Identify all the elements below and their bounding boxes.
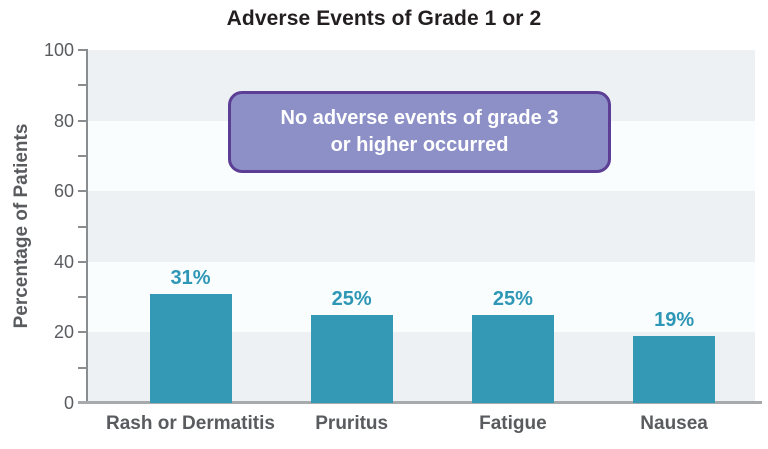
y-tick: [78, 296, 88, 299]
bar-value-label: 19%: [654, 308, 695, 331]
y-tick-label: 0: [63, 393, 74, 413]
y-tick: [78, 49, 88, 51]
y-tick-label: 20: [53, 322, 74, 343]
background-band: [88, 191, 755, 262]
y-tick-label: 100: [43, 40, 74, 60]
y-tick: [78, 366, 88, 369]
bar-value-label: 31%: [170, 266, 211, 289]
bar: [471, 314, 554, 403]
y-tick: [78, 190, 88, 193]
y-axis-line: [86, 50, 88, 403]
y-tick-label: 60: [53, 181, 74, 202]
category-label: Fatigue: [479, 413, 547, 434]
annotation-line: No adverse events of grade 3: [280, 107, 559, 129]
annotation-line: or higher occurred: [330, 134, 509, 156]
y-tick: [78, 331, 88, 334]
y-tick: [78, 84, 88, 87]
y-tick-label: 80: [53, 110, 74, 131]
y-tick: [78, 119, 88, 122]
bar-value-label: 25%: [331, 287, 372, 310]
bar: [633, 335, 716, 403]
category-label: Pruritus: [315, 413, 389, 434]
y-axis-title: Percentage of Patients: [11, 123, 32, 329]
category-label: Nausea: [640, 413, 708, 434]
category-label: Rash or Dermatitis: [106, 413, 275, 434]
y-tick-label: 40: [53, 251, 74, 272]
x-axis-line: [78, 401, 762, 404]
bar: [149, 293, 232, 403]
y-tick: [78, 225, 88, 228]
chart-title: Adverse Events of Grade 1 or 2: [226, 7, 542, 30]
annotation-box: No adverse events of grade 3 or higher o…: [228, 91, 611, 173]
bar: [310, 314, 393, 403]
bar-value-label: 25%: [492, 287, 533, 310]
y-tick: [78, 260, 88, 263]
y-tick: [78, 154, 88, 157]
